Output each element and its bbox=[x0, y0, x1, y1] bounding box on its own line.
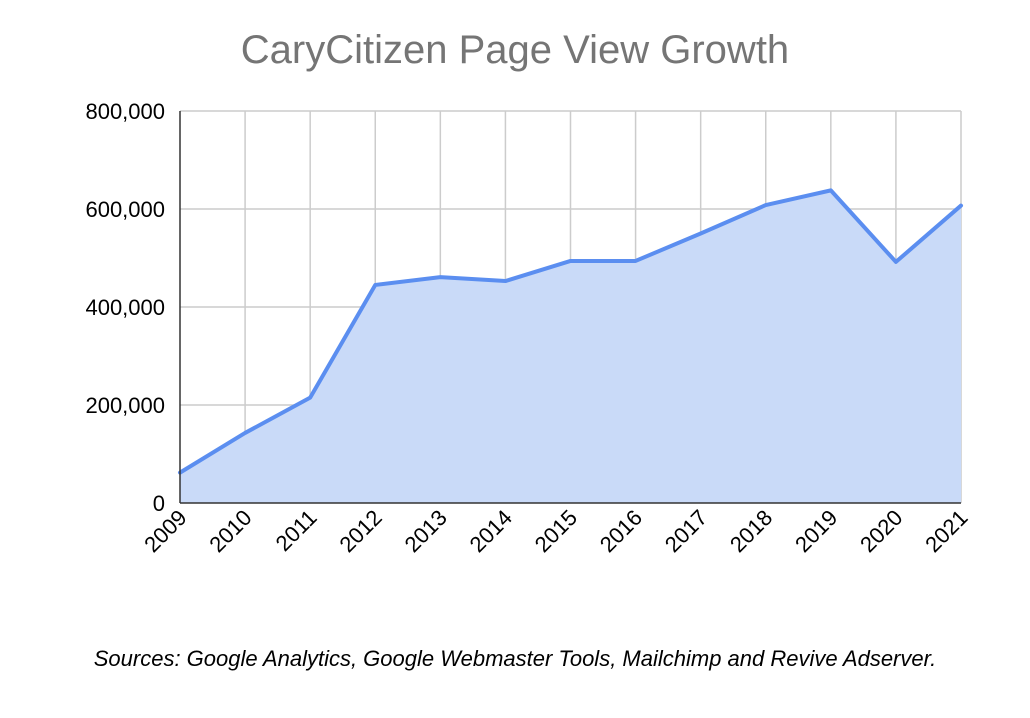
x-tick-label: 2019 bbox=[790, 505, 842, 557]
x-tick-label: 2013 bbox=[400, 505, 452, 557]
x-tick-label: 2014 bbox=[465, 505, 517, 557]
x-tick-label: 2017 bbox=[660, 505, 712, 557]
series-area-fill bbox=[180, 190, 961, 503]
x-tick-label: 2021 bbox=[920, 505, 972, 557]
x-tick-label: 2009 bbox=[139, 505, 191, 557]
x-tick-label: 2020 bbox=[855, 505, 907, 557]
x-tick-label: 2018 bbox=[725, 505, 777, 557]
x-tick-labels: 2009 2010 2011 2012 2013 2014 2015 2016 2017 2018… bbox=[139, 505, 972, 557]
y-tick-label: 0 bbox=[153, 491, 165, 516]
sources-caption: Sources: Google Analytics, Google Webmas… bbox=[93, 646, 937, 671]
x-tick-label: 2012 bbox=[334, 505, 386, 557]
x-tick-label: 2010 bbox=[204, 505, 256, 557]
x-tick-label: 2016 bbox=[595, 505, 647, 557]
x-tick-label: 2015 bbox=[530, 505, 582, 557]
axes bbox=[179, 111, 961, 504]
y-tick-label: 400,000 bbox=[85, 295, 165, 320]
y-tick-labels: 0 200,000 400,000 600,000 800,000 bbox=[85, 99, 165, 516]
y-tick-label: 600,000 bbox=[85, 197, 165, 222]
y-tick-label: 200,000 bbox=[85, 393, 165, 418]
chart-title: CaryCitizen Page View Growth bbox=[240, 28, 790, 72]
x-tick-label: 2011 bbox=[271, 505, 322, 556]
y-tick-label: 800,000 bbox=[85, 99, 165, 124]
